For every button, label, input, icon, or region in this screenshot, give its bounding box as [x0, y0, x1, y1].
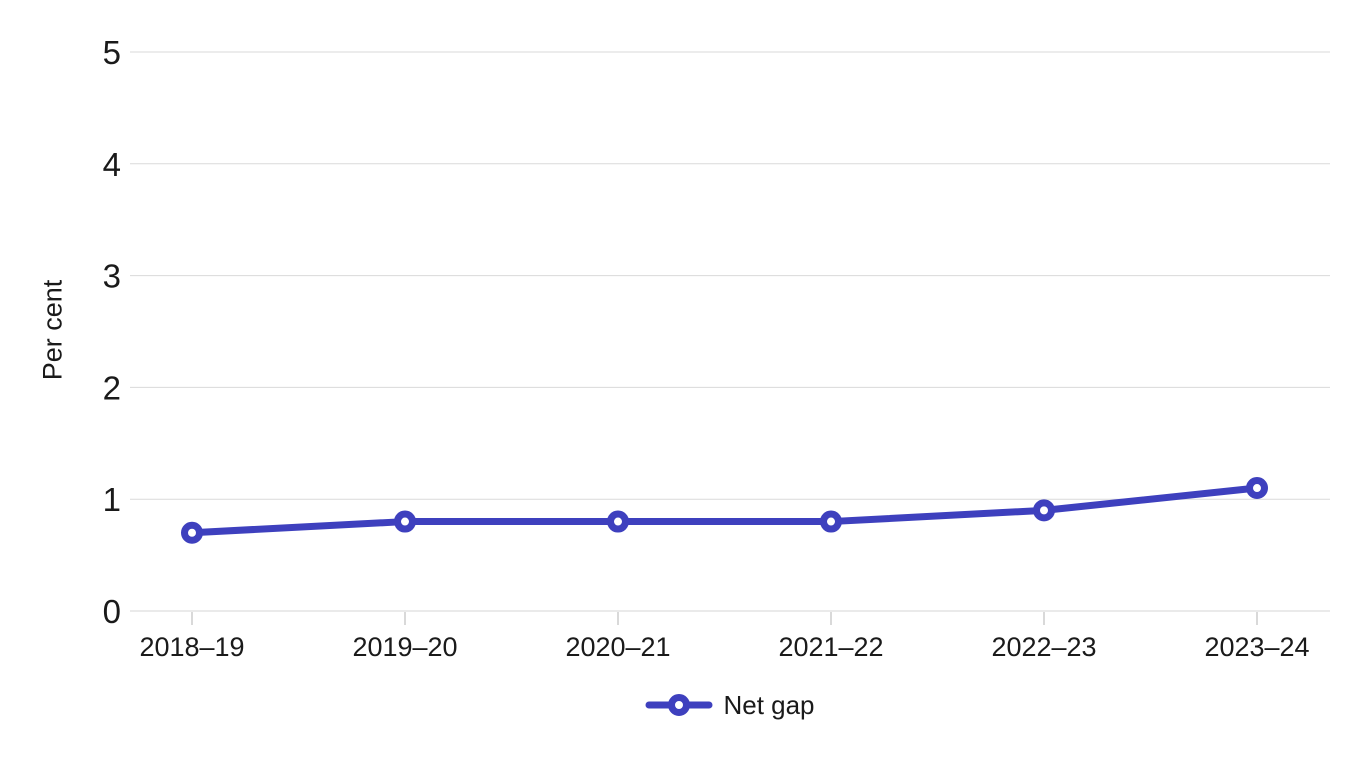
- x-tick-label: 2021–22: [778, 632, 883, 662]
- data-point-marker: [1033, 499, 1055, 522]
- data-point-marker: [394, 510, 416, 533]
- x-tick-label: 2022–23: [991, 632, 1096, 662]
- legend-item-net-gap[interactable]: Net gap: [645, 690, 815, 720]
- x-tick-label: 2019–20: [352, 632, 457, 662]
- data-point-marker: [607, 510, 629, 533]
- y-tick-label: 0: [103, 593, 121, 630]
- legend: Net gap: [100, 691, 1360, 719]
- y-tick-label: 4: [103, 146, 121, 183]
- data-point-marker: [820, 510, 842, 533]
- legend-label: Net gap: [723, 690, 815, 720]
- x-tick-label: 2020–21: [565, 632, 670, 662]
- line-marker-icon: [645, 694, 713, 716]
- data-point-marker: [181, 521, 203, 544]
- data-point-marker: [1246, 477, 1268, 500]
- y-tick-label: 2: [103, 369, 121, 406]
- x-tick-label: 2023–24: [1204, 632, 1309, 662]
- y-tick-label: 1: [103, 481, 121, 518]
- y-tick-label: 5: [103, 34, 121, 71]
- x-tick-label: 2018–19: [139, 632, 244, 662]
- series-line-net-gap: [188, 484, 1261, 537]
- y-tick-label: 3: [103, 258, 121, 295]
